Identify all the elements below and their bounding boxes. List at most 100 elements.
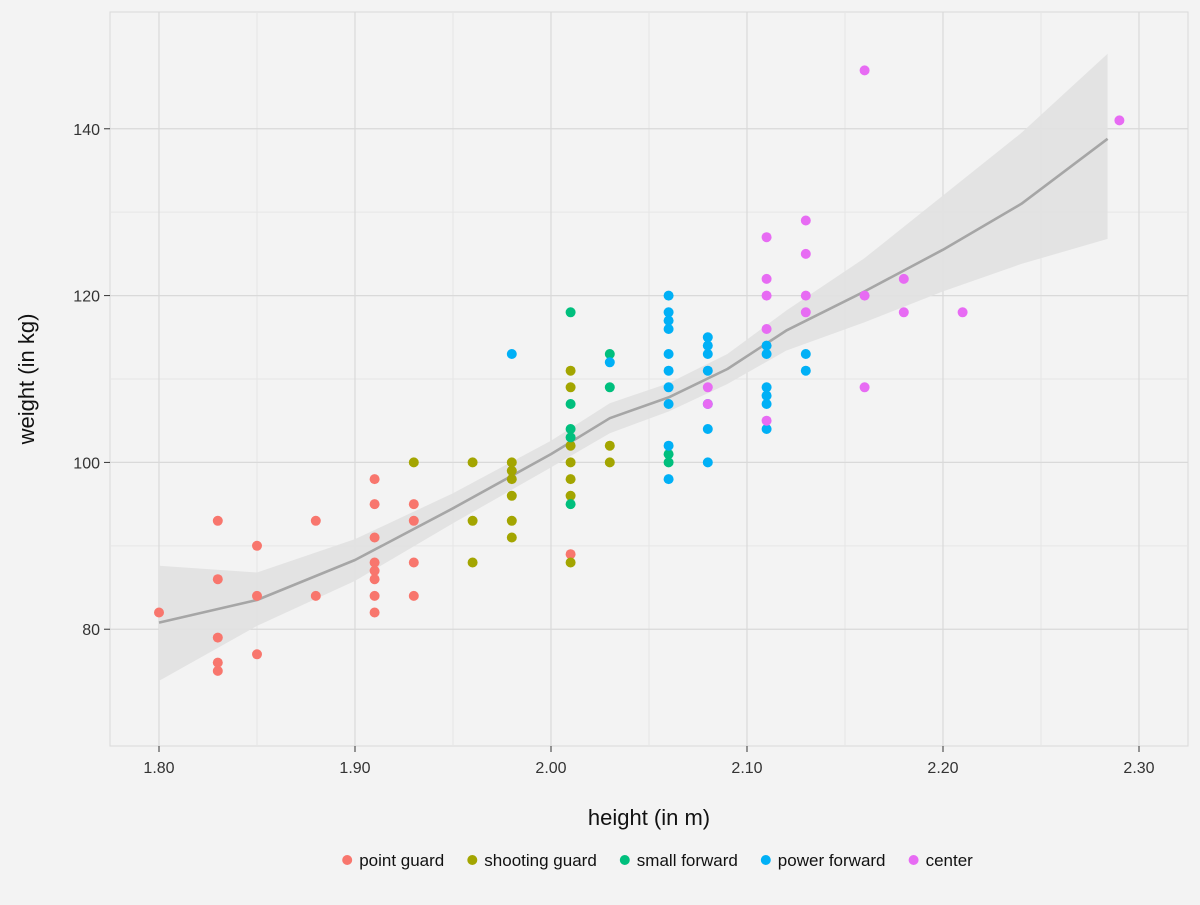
point-power-forward [702,340,713,351]
point-power-forward [663,382,674,393]
point-small-forward [604,349,615,359]
legend-key [342,855,353,865]
point-power-forward [663,365,674,376]
point-small-forward [565,499,576,510]
smooth-trend-line [158,137,1109,624]
point-small-forward [604,382,615,393]
point-point-guard [212,515,223,526]
point-shooting-guard [565,382,576,393]
point-center [702,382,713,393]
confidence-band-area [159,53,1108,681]
point-center [1114,115,1125,126]
point-point-guard [252,590,262,601]
point-power-forward [761,424,772,434]
point-small-forward [565,307,576,318]
legend-key [908,855,919,865]
point-shooting-guard [565,457,576,468]
point-power-forward [663,474,674,485]
point-center [761,415,772,426]
point-small-forward [663,457,674,468]
x-axis: 1.80 1.90 2.00 2.10 2.20 2.30 [143,746,1155,777]
point-center [761,290,772,301]
x-tick-label: 1.90 [339,760,370,777]
point-small-forward [565,432,576,443]
point-power-forward [663,307,674,318]
legend-item: center [908,851,973,870]
point-power-forward [702,457,713,468]
point-point-guard [408,499,419,510]
legend-item: small forward [619,851,738,870]
point-center [702,399,713,409]
point-center [800,290,811,301]
point-power-forward [800,349,811,359]
point-shooting-guard [408,457,419,468]
x-tick-label: 2.30 [1123,760,1154,777]
point-power-forward [663,315,674,326]
point-point-guard [369,499,380,510]
x-tick-label: 2.10 [731,760,762,777]
point-center [800,248,811,259]
point-point-guard [408,557,419,568]
point-shooting-guard [467,557,478,568]
legend-label: power forward [778,851,886,870]
legend-key [467,855,478,865]
legend-label: point guard [359,851,444,870]
point-center [859,382,870,393]
point-power-forward [663,399,674,409]
point-small-forward [565,424,576,434]
point-shooting-guard [467,515,478,526]
point-point-guard [369,532,380,543]
point-shooting-guard [506,490,517,501]
point-point-guard [252,649,262,660]
point-point-guard [212,657,223,668]
y-tick-label: 120 [73,289,100,306]
point-shooting-guard [565,365,576,376]
point-center [761,232,772,243]
point-power-forward [702,349,713,359]
legend-item: shooting guard [467,851,597,870]
x-tick-label: 2.20 [927,760,958,777]
point-shooting-guard [506,515,517,526]
point-center [761,273,772,284]
major-gridlines [110,12,1188,746]
point-power-forward [663,290,674,301]
point-power-forward [761,390,772,401]
data-points [154,65,1125,676]
point-point-guard [252,540,262,551]
y-tick-label: 140 [73,122,100,139]
point-power-forward [702,332,713,343]
x-tick-label: 1.80 [143,760,174,777]
point-point-guard [408,515,419,526]
legend-label: shooting guard [484,851,596,870]
point-power-forward [761,399,772,409]
legend-item: power forward [760,851,886,870]
legend-key [619,855,630,865]
point-center [957,307,968,318]
point-point-guard [212,665,223,676]
point-shooting-guard [565,490,576,501]
x-axis-title: height (in m) [588,805,710,830]
point-center [898,307,909,318]
point-point-guard [408,590,419,601]
point-center [761,324,772,334]
point-point-guard [565,549,576,560]
point-shooting-guard [506,457,517,468]
point-point-guard [369,565,380,576]
y-tick-label: 80 [82,622,100,639]
point-small-forward [565,399,576,409]
legend-label: small forward [637,851,738,870]
point-point-guard [310,590,321,601]
legend-key [760,855,771,865]
point-shooting-guard [506,532,517,543]
point-small-forward [663,449,674,460]
point-power-forward [702,365,713,376]
point-point-guard [212,574,223,585]
y-tick-label: 100 [73,455,100,472]
point-shooting-guard [506,465,517,476]
point-shooting-guard [604,457,615,468]
point-point-guard [369,557,380,568]
y-axis: 80 100 120 140 [73,122,110,639]
point-power-forward [761,349,772,359]
point-shooting-guard [565,474,576,485]
